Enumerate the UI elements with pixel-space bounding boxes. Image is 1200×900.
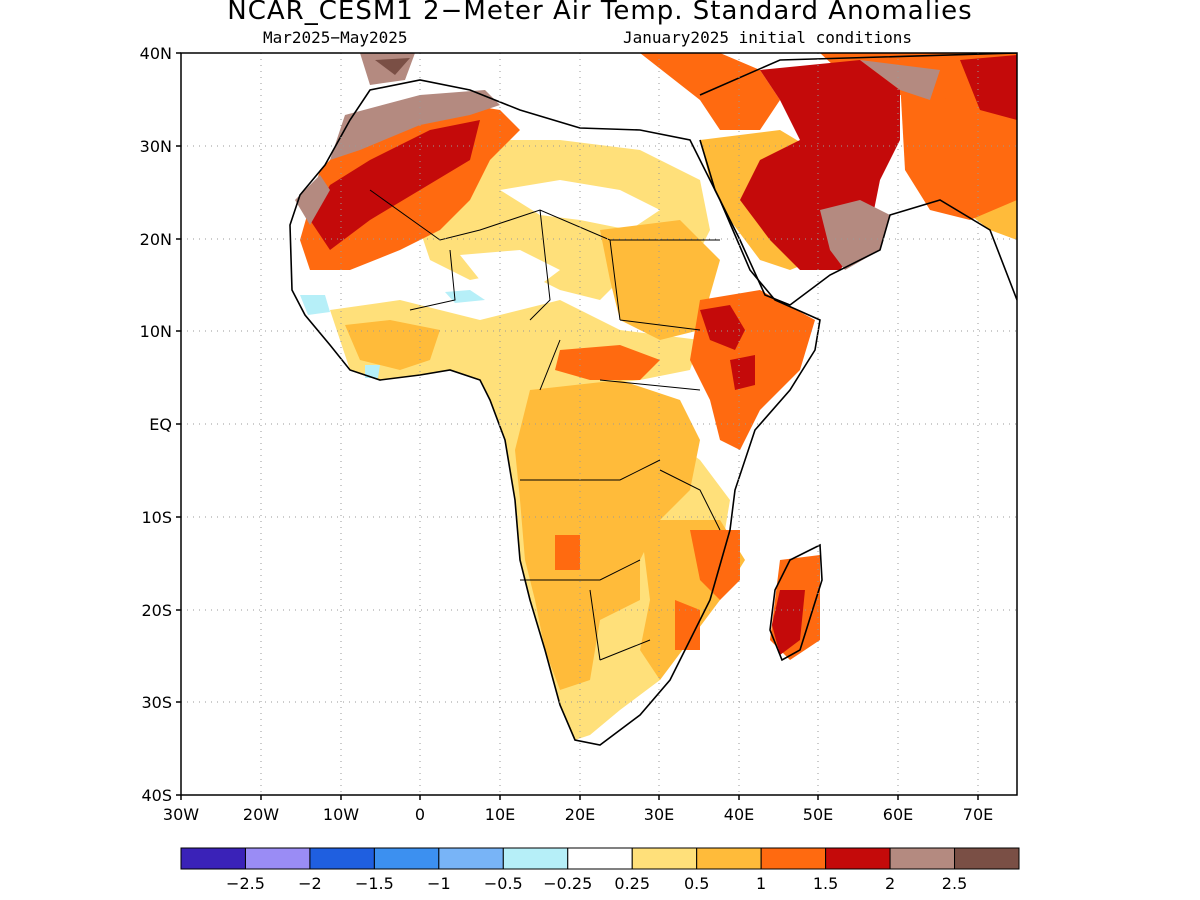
colorbar-swatch — [567, 847, 633, 870]
colorbar-swatch — [373, 847, 440, 870]
colorbar-swatch — [631, 847, 698, 870]
colorbar-label: −1.5 — [355, 874, 394, 893]
lat-label: 30N — [140, 137, 172, 156]
lat-label: 10S — [141, 508, 172, 527]
colorbar-label: 0.25 — [614, 874, 650, 893]
colorbar-label: −2.5 — [226, 874, 265, 893]
initial-conditions: January2025 initial conditions — [623, 28, 912, 47]
lat-label: 10N — [140, 322, 172, 341]
coastlines — [289, 53, 1017, 746]
colorbar-label: −0.25 — [543, 874, 592, 893]
colorbar-label: −1 — [427, 874, 451, 893]
colorbar-label: 1.5 — [813, 874, 838, 893]
colorbar-label: 1 — [756, 874, 766, 893]
lon-label: 70E — [963, 805, 993, 824]
forecast-period: Mar2025−May2025 — [263, 28, 408, 47]
colorbar-swatch — [760, 847, 827, 870]
lat-label: 20S — [141, 601, 172, 620]
colorbar-label: −0.5 — [484, 874, 523, 893]
lon-label: 10W — [323, 805, 359, 824]
colorbar-swatch — [889, 847, 956, 870]
colorbar-swatch — [825, 847, 891, 870]
colorbar-label: 2.5 — [942, 874, 967, 893]
lat-label: 30S — [141, 693, 172, 712]
colorbar-swatch — [696, 847, 762, 870]
lat-labels: 40N 30N 20N 10N EQ 10S 20S 30S 40S — [140, 44, 172, 805]
lon-label: 40E — [724, 805, 754, 824]
axis-ticks — [176, 52, 979, 800]
lat-label: EQ — [149, 415, 172, 434]
lon-label: 10E — [485, 805, 515, 824]
colorbar-swatch — [244, 847, 311, 870]
lon-label: 0 — [415, 805, 425, 824]
anomaly-field — [290, 53, 1017, 745]
colorbar-label: 2 — [885, 874, 895, 893]
lon-label: 50E — [803, 805, 833, 824]
lat-label: 40N — [140, 44, 172, 63]
lon-label: 20W — [243, 805, 279, 824]
lon-labels: 30W 20W 10W 0 10E 20E 30E 40E 50E 60E 70… — [163, 805, 993, 824]
lon-label: 30W — [163, 805, 199, 824]
colorbar-label: −2 — [298, 874, 322, 893]
lon-label: 30E — [644, 805, 674, 824]
colorbar-swatch — [438, 847, 504, 870]
country-borders — [369, 189, 721, 661]
colorbar-swatch — [309, 847, 375, 870]
lat-label: 20N — [140, 230, 172, 249]
colorbar-swatch — [954, 847, 1020, 870]
colorbar: −2.5 −2 −1.5 −1 −0.5 −0.25 0.25 0.5 1 1.5 2 2.5 — [180, 847, 1020, 893]
lat-label: 40S — [141, 786, 172, 805]
map-title: NCAR_CESM1 2−Meter Air Temp. Standard An… — [227, 0, 973, 26]
colorbar-label: 0.5 — [684, 874, 709, 893]
lon-label: 20E — [565, 805, 595, 824]
colorbar-swatch — [180, 847, 246, 870]
graticule — [181, 53, 1017, 795]
colorbar-swatch — [502, 847, 569, 870]
lon-label: 60E — [883, 805, 913, 824]
